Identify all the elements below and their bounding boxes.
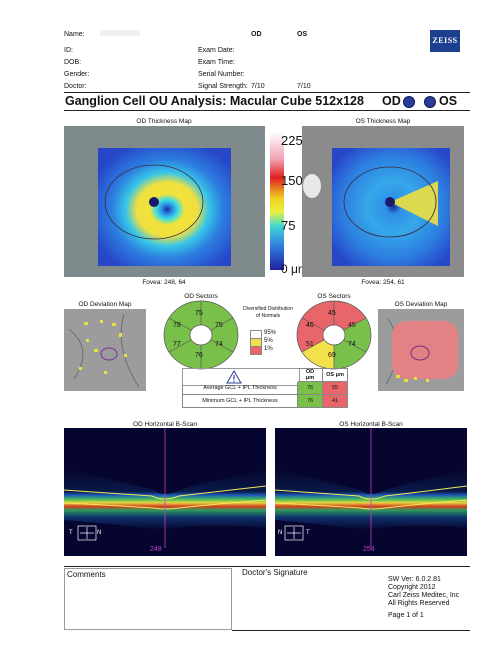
- row-label-average: Average GCL + IPL Thickness: [182, 381, 298, 395]
- os-bscan-n: N: [278, 530, 283, 536]
- od-sector-inferior: 76: [195, 352, 203, 359]
- row-label-minimum: Minimum GCL + IPL Thickness: [182, 394, 298, 408]
- minimum-od-value: 76: [297, 394, 323, 408]
- gender-label: Gender:: [64, 71, 90, 78]
- od-sectors-chart: [163, 300, 239, 370]
- id-label: ID:: [64, 47, 73, 54]
- scale-tick-225: 225: [281, 133, 303, 148]
- exam-date-label: Exam Date:: [198, 47, 235, 54]
- os-sectors-title: OS Sectors: [317, 293, 351, 300]
- name-redacted: [100, 30, 140, 36]
- title-rule-bottom: [64, 110, 470, 111]
- scale-tick-0: 0 μm: [281, 262, 308, 276]
- od-sector-superotemporal: 78: [173, 322, 181, 329]
- report-title: Ganglion Cell OU Analysis: Macular Cube …: [65, 94, 364, 108]
- os-column-label: OS: [297, 31, 308, 38]
- od-bscan-n: N: [97, 530, 102, 536]
- od-eye-icon: [403, 96, 415, 108]
- od-bscan-title: OD Horizontal B-Scan: [133, 421, 197, 428]
- os-bscan-t: T: [306, 530, 310, 536]
- sw-version: SW Ver: 6.0.2.81: [388, 576, 441, 583]
- signature-label: Doctor's Signature: [242, 568, 308, 577]
- os-sectors-chart: [296, 300, 372, 370]
- legend-95: 95%: [264, 330, 277, 336]
- od-bscan-position: 248: [150, 546, 162, 553]
- od-fovea-label: Fovea: 248, 64: [142, 279, 186, 286]
- os-sector-inferonasal: 51: [306, 341, 314, 348]
- rights: All Rights Reserved: [388, 600, 450, 607]
- comments-box[interactable]: [64, 568, 232, 630]
- serial-number-label: Serial Number:: [198, 71, 245, 78]
- os-sector-superior: 45: [328, 310, 336, 317]
- os-thickness-map: [302, 126, 464, 277]
- od-deviation-title: OD Deviation Map: [78, 301, 132, 308]
- od-sector-superior: 75: [195, 310, 203, 317]
- col-os-header: OS μm: [322, 368, 348, 382]
- legend-swatch-red: [250, 346, 262, 355]
- od-deviation-map: [64, 309, 146, 391]
- od-sector-superonasal: 75: [215, 322, 223, 329]
- dob-label: DOB:: [64, 59, 82, 66]
- od-thickness-map: [64, 126, 265, 277]
- os-bscan-image: [275, 428, 467, 556]
- signal-strength-label: Signal Strength:: [198, 83, 248, 90]
- os-bscan-title: OS Horizontal B-Scan: [339, 421, 403, 428]
- signal-os-value: 7/10: [297, 83, 311, 90]
- od-sector-inferonasal: 74: [215, 341, 223, 348]
- footer-rule: [64, 566, 470, 567]
- legend-title: Diversified Distribution of Normals: [243, 306, 293, 319]
- minimum-os-value: 41: [322, 394, 348, 408]
- os-deviation-title: OS Deviation Map: [394, 301, 448, 308]
- od-sectors-title: OD Sectors: [184, 293, 218, 300]
- os-eye-label: OS: [439, 94, 458, 108]
- os-deviation-map: [378, 309, 464, 391]
- od-thickness-title: OD Thickness Map: [136, 118, 192, 125]
- table-row: Average GCL + IPL Thickness 76 55: [182, 381, 348, 395]
- scale-tick-75: 75: [281, 218, 296, 233]
- od-sector-inferotemporal: 77: [173, 341, 181, 348]
- od-column-label: OD: [251, 31, 262, 38]
- os-eye-icon: [424, 96, 436, 108]
- od-eye-label: OD: [382, 94, 401, 108]
- os-bscan-position: 254: [363, 546, 375, 553]
- copyright: Copyright 2012: [388, 584, 436, 591]
- exam-time-label: Exam Time:: [198, 59, 235, 66]
- table-row: Minimum GCL + IPL Thickness 76 41: [182, 394, 348, 408]
- company: Carl Zeiss Meditec, Inc: [388, 592, 460, 599]
- legend-1: 1%: [264, 346, 273, 352]
- col-od-header: OD μm: [297, 368, 323, 382]
- thickness-scale: [270, 132, 284, 270]
- os-sector-inferior: 69: [328, 352, 336, 359]
- name-label: Name:: [64, 31, 85, 38]
- average-os-value: 55: [322, 381, 348, 395]
- zeiss-logo: ZEISS: [430, 30, 460, 52]
- os-thickness-title: OS Thickness Map: [355, 118, 411, 125]
- page-number: Page 1 of 1: [388, 612, 424, 619]
- signal-od-value: 7/10: [251, 83, 265, 90]
- os-sector-superotemporal: 45: [348, 322, 356, 329]
- comments-label: Comments: [67, 570, 106, 579]
- scale-tick-150: 150: [281, 173, 303, 188]
- gcl-ipl-table: OD μm OS μm Average GCL + IPL Thickness …: [182, 368, 348, 408]
- footer-bottom-rule: [232, 630, 470, 631]
- od-bscan-image: [64, 428, 266, 556]
- legend-5: 5%: [264, 338, 273, 344]
- doctor-label: Doctor:: [64, 83, 87, 90]
- os-fovea-label: Fovea: 254, 61: [361, 279, 405, 286]
- average-od-value: 76: [297, 381, 323, 395]
- od-bscan-t: T: [69, 530, 73, 536]
- os-sector-inferotemporal: 74: [348, 341, 356, 348]
- title-rule-top: [64, 92, 470, 93]
- os-sector-superonasal: 46: [306, 322, 314, 329]
